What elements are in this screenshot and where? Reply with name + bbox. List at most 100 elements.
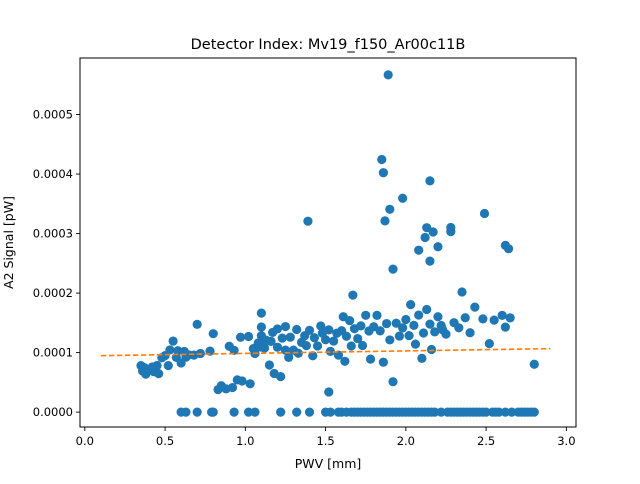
data-point [425,176,435,186]
data-point [394,331,405,341]
data-point [303,216,313,226]
data-point [340,356,350,366]
data-point [422,304,432,315]
data-point [529,359,539,369]
axes-frame [79,57,577,428]
data-point [381,318,392,329]
data-point [391,318,401,328]
data-point [433,242,443,252]
data-point [256,308,266,318]
data-point [301,341,311,351]
data-point [365,354,376,364]
data-point [507,407,517,417]
x-tick-label: 0.5 [156,434,174,448]
data-point [430,327,440,337]
data-point [163,360,173,371]
y-tick-label: 0.0001 [33,346,73,360]
data-point [378,168,388,178]
y-tick-label: 0.0005 [33,108,73,122]
data-point [208,329,218,339]
data-point [280,321,291,332]
data-point [425,319,435,329]
data-point [478,314,488,324]
data-point [500,407,510,417]
data-point [245,379,255,389]
data-point [484,339,494,349]
data-point [346,341,356,351]
data-point [417,353,427,363]
x-tick-label: 1.5 [316,434,334,448]
data-point [465,328,475,338]
data-point [292,324,302,335]
data-point [457,287,467,297]
data-point [414,310,424,320]
data-point [235,332,246,342]
data-point [425,256,435,266]
data-point [433,312,443,322]
data-point [494,407,504,417]
data-point [309,333,319,343]
data-point [324,387,334,397]
data-point [479,208,490,219]
data-point [497,310,507,321]
fit-line [100,347,551,357]
data-point [276,372,286,382]
data-point [470,302,480,312]
data-point [325,346,336,356]
data-point [420,232,430,243]
data-point [324,325,334,335]
data-point [152,360,162,371]
x-tick-label: 2.0 [397,434,415,448]
data-point [375,326,385,336]
y-axis-label: A2 Signal [pW] [1,196,16,289]
data-point [356,321,366,331]
data-point [227,382,238,393]
data-point [409,320,419,331]
data-point [168,336,178,346]
x-tick-label: 1.0 [236,434,254,448]
data-point [333,350,344,360]
data-point [312,341,323,351]
data-point [229,345,239,355]
data-point [446,227,456,237]
y-axis-ticks: 0.0000 0.0001 0.0002 0.0003 0.0004 0.0005 [33,108,80,419]
data-point [388,264,398,274]
data-point [192,407,202,417]
data-point [272,342,283,352]
data-point [292,407,302,417]
data-point [404,330,414,341]
data-point [481,407,491,417]
y-tick-label: 0.0000 [33,405,73,419]
data-point [341,331,352,341]
data-point [441,329,451,339]
data-point [426,344,437,355]
data-point [316,321,326,331]
data-point [304,407,315,417]
y-tick-label: 0.0003 [33,227,73,241]
data-point [500,322,510,332]
data-point [398,323,408,333]
data-point [320,335,331,345]
data-point [208,407,218,417]
data-point [260,343,270,353]
data-point [192,319,202,329]
data-point [237,376,247,386]
x-tick-label: 3.0 [557,434,575,448]
y-tick-label: 0.0002 [33,286,73,300]
data-point [285,332,295,342]
data-point [304,325,315,335]
data-point [378,357,388,367]
data-point [272,324,283,334]
data-point [256,322,266,332]
data-point [345,316,355,326]
data-point [422,223,432,233]
data-point [361,310,371,320]
x-tick-label: 0.0 [76,434,94,448]
data-point [410,339,421,349]
data-point [428,227,438,237]
data-point [454,323,464,333]
data-point [329,336,339,346]
data-point [489,315,499,325]
